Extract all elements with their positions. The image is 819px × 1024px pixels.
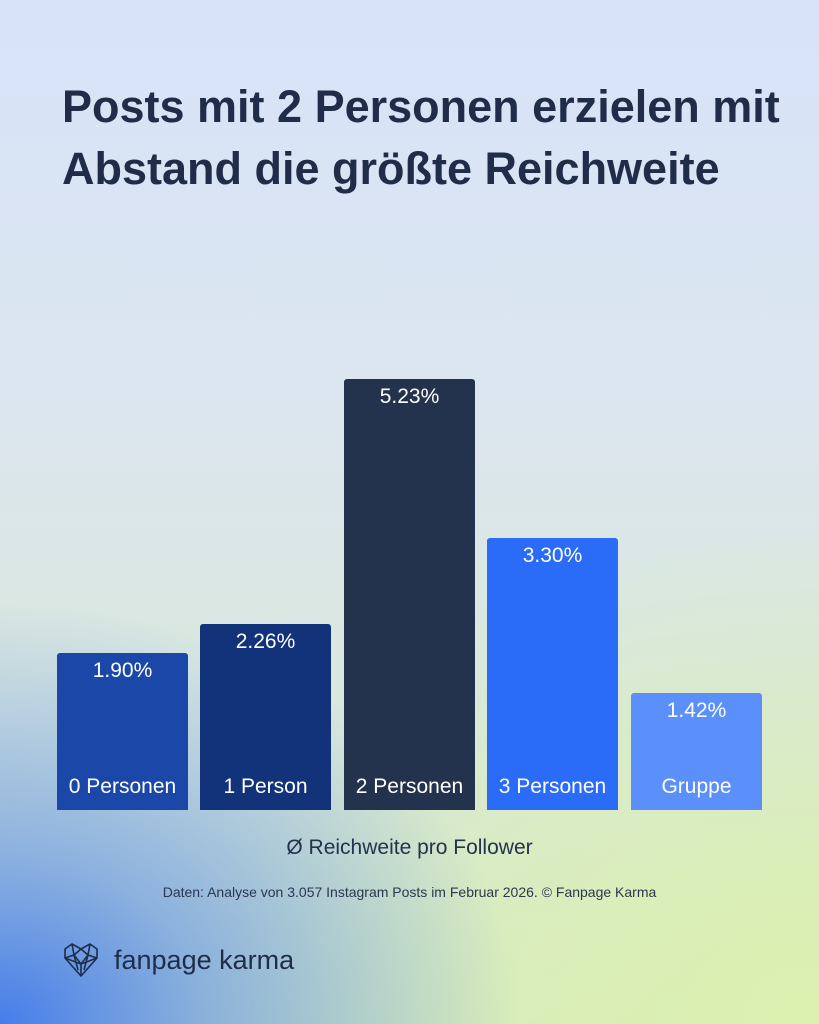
bar: [57, 653, 188, 810]
category-label: Gruppe: [661, 775, 732, 798]
category-label: 1 Person: [223, 775, 308, 798]
data-label: 1.42%: [666, 698, 727, 722]
bar: [631, 692, 762, 810]
bar: [487, 538, 618, 810]
data-label: 1.90%: [92, 659, 153, 683]
brand-name: fanpage karma: [114, 944, 295, 975]
data-label: 2.26%: [235, 629, 296, 653]
chart-title: Posts mit 2 Personen erzielen mit Abstan…: [62, 81, 780, 194]
brand-logo: fanpage karma: [62, 942, 294, 978]
data-label: 3.30%: [522, 544, 583, 568]
data-label: 5.23%: [379, 385, 440, 408]
footnote: Daten: Analyse von 3.057 Instagram Posts…: [162, 884, 657, 900]
x-axis-label: Ø Reichweite pro Follower: [286, 836, 533, 859]
bar: [200, 623, 331, 810]
heart-network-icon: [64, 943, 98, 977]
category-label: 3 Personen: [498, 775, 607, 798]
category-label: 2 Personen: [355, 775, 464, 798]
bar: [344, 379, 475, 810]
category-label: 0 Personen: [68, 775, 177, 798]
